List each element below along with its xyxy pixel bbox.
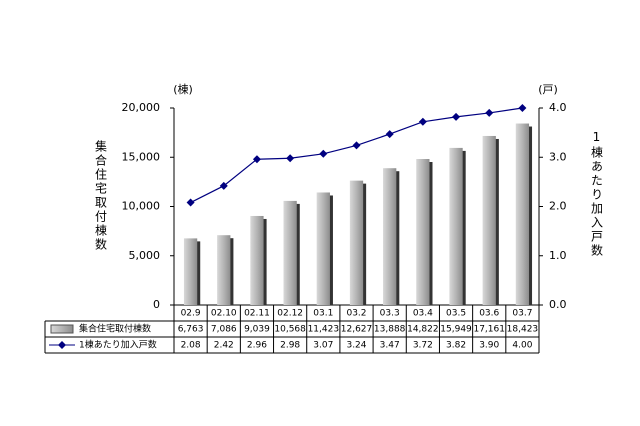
y2-tick-label: 2.0 bbox=[549, 200, 567, 213]
legend-swatch bbox=[50, 324, 74, 334]
x-tick-label: 03.1 bbox=[313, 309, 333, 319]
y-axis-title: 集合住宅取付棟数 bbox=[94, 139, 108, 252]
marker bbox=[352, 141, 361, 150]
marker bbox=[485, 108, 494, 117]
bar bbox=[349, 180, 364, 305]
y2-tick-label: 0.0 bbox=[549, 298, 567, 311]
legend-label: 集合住宅取付棟数 bbox=[79, 323, 151, 335]
bar bbox=[250, 215, 264, 305]
x-tick-label: 02.11 bbox=[244, 309, 270, 319]
bar bbox=[449, 147, 463, 305]
x-tick-label: 02.9 bbox=[181, 309, 201, 319]
marker bbox=[385, 130, 394, 139]
table-value: 7,086 bbox=[211, 325, 237, 335]
legend-label: 1棟あたり加入戸数 bbox=[79, 339, 157, 351]
table-value: 3.82 bbox=[446, 341, 466, 351]
bar bbox=[283, 200, 297, 305]
table-value: 4.00 bbox=[512, 341, 532, 351]
bar bbox=[482, 135, 496, 305]
x-tick-label: 03.5 bbox=[446, 309, 466, 319]
x-tick-label: 03.2 bbox=[346, 309, 366, 319]
marker bbox=[518, 104, 527, 112]
table-value: 10,568 bbox=[274, 325, 306, 335]
y-tick-label: 15,000 bbox=[122, 150, 161, 163]
table-value: 9,039 bbox=[244, 325, 270, 335]
y-unit: (棟) bbox=[173, 82, 193, 96]
y2-tick-label: 3.0 bbox=[549, 150, 567, 163]
marker bbox=[219, 181, 228, 190]
marker bbox=[319, 149, 328, 158]
bar bbox=[316, 192, 330, 305]
y2-axis-title: 1棟あたり加入戸数 bbox=[590, 130, 604, 258]
y-tick-label: 10,000 bbox=[122, 200, 161, 213]
y2-unit: (戸) bbox=[538, 83, 558, 96]
table-value: 2.96 bbox=[247, 341, 267, 351]
table-value: 3.90 bbox=[479, 341, 499, 351]
table-value: 11,423 bbox=[308, 325, 340, 335]
bar bbox=[383, 168, 397, 305]
y-tick-label: 20,000 bbox=[122, 101, 161, 114]
table-value: 13,888 bbox=[374, 325, 406, 335]
y-tick-label: 0 bbox=[153, 298, 160, 311]
marker bbox=[418, 117, 427, 126]
table-value: 2.08 bbox=[181, 341, 201, 351]
marker bbox=[186, 198, 195, 207]
x-tick-label: 03.3 bbox=[380, 309, 400, 319]
table-value: 3.07 bbox=[313, 341, 333, 351]
y2-tick-label: 1.0 bbox=[549, 249, 567, 262]
marker bbox=[452, 112, 461, 121]
table-value: 2.98 bbox=[280, 341, 300, 351]
y2-tick-label: 4.0 bbox=[549, 101, 567, 114]
marker bbox=[286, 154, 295, 163]
bar bbox=[183, 238, 198, 305]
table-value: 14,822 bbox=[407, 325, 439, 335]
x-tick-label: 03.4 bbox=[413, 309, 433, 319]
table-value: 15,949 bbox=[440, 325, 472, 335]
table-value: 18,423 bbox=[507, 325, 539, 335]
table-value: 2.42 bbox=[214, 341, 234, 351]
bar bbox=[217, 235, 231, 305]
table-value: 12,627 bbox=[341, 325, 373, 335]
x-tick-label: 02.12 bbox=[277, 309, 303, 319]
y-tick-label: 5,000 bbox=[129, 249, 161, 262]
table-value: 3.47 bbox=[380, 341, 400, 351]
marker bbox=[252, 155, 261, 164]
table-value: 3.72 bbox=[413, 341, 433, 351]
bar bbox=[515, 123, 530, 305]
table-value: 3.24 bbox=[346, 341, 366, 351]
x-tick-label: 03.7 bbox=[512, 309, 532, 319]
legend-marker bbox=[58, 341, 66, 349]
table-value: 17,161 bbox=[473, 325, 505, 335]
x-tick-label: 03.6 bbox=[479, 309, 499, 319]
table-value: 6,763 bbox=[178, 325, 204, 335]
bar bbox=[416, 159, 430, 305]
x-tick-label: 02.10 bbox=[211, 309, 237, 319]
